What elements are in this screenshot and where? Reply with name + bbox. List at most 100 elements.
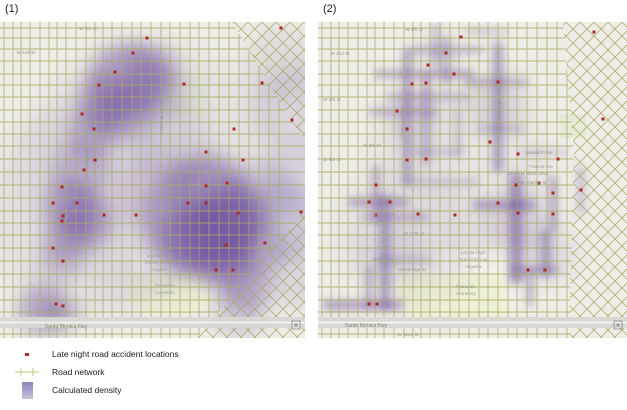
accident-dot bbox=[426, 63, 430, 67]
accident-dot bbox=[61, 214, 65, 218]
svg-text:W 6th St: W 6th St bbox=[323, 97, 341, 102]
svg-text:W 12th St: W 12th St bbox=[404, 231, 425, 236]
accident-dot bbox=[405, 158, 409, 162]
svg-text:Cemetery: Cemetery bbox=[456, 291, 477, 296]
accident-dot bbox=[260, 81, 264, 85]
accident-dot bbox=[459, 35, 463, 39]
svg-text:Loyola High: Loyola High bbox=[461, 250, 486, 255]
accident-dot bbox=[231, 268, 235, 272]
accident-dot bbox=[424, 81, 428, 85]
accident-dot bbox=[516, 211, 520, 215]
accident-dot bbox=[290, 118, 294, 122]
accident-dot bbox=[551, 191, 555, 195]
accident-dot bbox=[75, 201, 79, 205]
accident-dot bbox=[516, 152, 520, 156]
accident-dot bbox=[579, 188, 583, 192]
svg-text:Cemetery: Cemetery bbox=[155, 290, 176, 295]
accident-dot bbox=[395, 109, 399, 113]
accident-dot bbox=[224, 243, 228, 247]
accident-dot bbox=[60, 185, 64, 189]
svg-text:W 14th St: W 14th St bbox=[374, 212, 395, 217]
svg-text:Angeles: Angeles bbox=[151, 267, 168, 272]
accident-dot bbox=[80, 112, 84, 116]
accident-dot bbox=[232, 127, 236, 131]
accident-dot bbox=[51, 246, 55, 250]
svg-text:W 2nd St: W 2nd St bbox=[331, 51, 351, 56]
svg-text:S Vermont Ave: S Vermont Ave bbox=[400, 106, 405, 137]
svg-text:W 4th St: W 4th St bbox=[405, 27, 423, 32]
map-logo-icon bbox=[613, 320, 623, 330]
accident-dot bbox=[263, 241, 267, 245]
accident-dot bbox=[61, 259, 65, 263]
accident-dot bbox=[424, 157, 428, 161]
svg-text:James M Wood Blvd: James M Wood Blvd bbox=[506, 171, 548, 176]
accident-dot bbox=[416, 212, 420, 216]
legend-label-density: Calculated density bbox=[52, 385, 122, 395]
accident-dot bbox=[60, 219, 64, 223]
accident-dot bbox=[131, 51, 135, 55]
svg-text:Santa Monica Fwy: Santa Monica Fwy bbox=[45, 324, 88, 330]
accident-marker-icon bbox=[25, 352, 29, 356]
accident-dot bbox=[204, 184, 208, 188]
svg-text:San Marino St: San Marino St bbox=[517, 180, 547, 185]
legend-label-accidents: Late night road accident locations bbox=[52, 349, 179, 359]
accident-dot bbox=[241, 158, 245, 162]
accident-dot bbox=[182, 82, 186, 86]
accident-dot bbox=[367, 302, 371, 306]
accident-dot bbox=[551, 212, 555, 216]
accident-dot bbox=[374, 213, 378, 217]
svg-text:Cambridge St: Cambridge St bbox=[398, 267, 427, 272]
accident-dot bbox=[496, 80, 500, 84]
accident-dot bbox=[405, 127, 409, 131]
accident-dot bbox=[236, 211, 240, 215]
accident-dot bbox=[54, 302, 58, 306]
accident-dot bbox=[204, 201, 208, 205]
accident-dot bbox=[225, 181, 229, 185]
svg-text:Loyola High: Loyola High bbox=[147, 253, 172, 258]
accident-dot bbox=[496, 201, 500, 205]
svg-text:W 9th St: W 9th St bbox=[323, 157, 341, 162]
svg-text:S Normandie Ave: S Normandie Ave bbox=[159, 99, 164, 135]
accident-dot bbox=[102, 213, 106, 217]
accident-dot bbox=[367, 200, 371, 204]
svg-text:School Of Los: School Of Los bbox=[459, 257, 489, 262]
accident-dot bbox=[592, 30, 596, 34]
network-density-map-svg: W 4th St W 2nd St W 6th St W 8th St W 9th St… bbox=[318, 22, 627, 338]
accident-dot bbox=[601, 117, 605, 121]
accident-dot bbox=[93, 158, 97, 162]
map-logo-icon bbox=[291, 320, 301, 330]
accident-dot bbox=[488, 140, 492, 144]
accident-dot bbox=[299, 210, 303, 214]
accident-dot bbox=[186, 201, 190, 205]
legend: Late night road accident locations Road … bbox=[12, 345, 179, 399]
svg-text:W 8th St: W 8th St bbox=[363, 143, 381, 148]
svg-text:Santa Monica Fwy: Santa Monica Fwy bbox=[345, 323, 388, 329]
accident-dot bbox=[279, 26, 283, 30]
svg-text:S Normandie Ave: S Normandie Ave bbox=[497, 89, 502, 125]
svg-text:W 2nd St: W 2nd St bbox=[17, 50, 37, 55]
accident-dot bbox=[444, 51, 448, 55]
panel-1-label: (1) bbox=[5, 3, 19, 15]
svg-text:W 15th St: W 15th St bbox=[373, 257, 394, 262]
density-swatch-icon bbox=[21, 381, 33, 399]
accident-dot bbox=[97, 83, 101, 87]
accident-dot bbox=[113, 70, 117, 74]
accident-dot bbox=[51, 201, 55, 205]
map-panel-network-density[interactable]: W 4th St W 2nd St W 6th St W 8th St W 9th St… bbox=[318, 22, 627, 338]
accident-dot bbox=[537, 181, 541, 185]
accident-dot bbox=[526, 268, 530, 272]
accident-dot bbox=[388, 200, 392, 204]
svg-text:Angeles: Angeles bbox=[465, 264, 482, 269]
legend-item-road-network: Road network bbox=[12, 363, 179, 381]
accident-dot bbox=[453, 213, 457, 217]
svg-text:S Vermont Ave: S Vermont Ave bbox=[84, 146, 89, 177]
map-panel-kernel-density[interactable]: W 4th St W 2nd St S Vermont Ave S Normandie… bbox=[0, 22, 344, 338]
svg-text:Francis Ave: Francis Ave bbox=[529, 164, 553, 169]
legend-label-road-network: Road network bbox=[52, 367, 105, 377]
accident-dot bbox=[82, 168, 86, 172]
road-network-marker-icon bbox=[15, 368, 39, 376]
accident-dot bbox=[514, 183, 518, 187]
accident-dot bbox=[452, 72, 456, 76]
accident-dot bbox=[556, 157, 560, 161]
